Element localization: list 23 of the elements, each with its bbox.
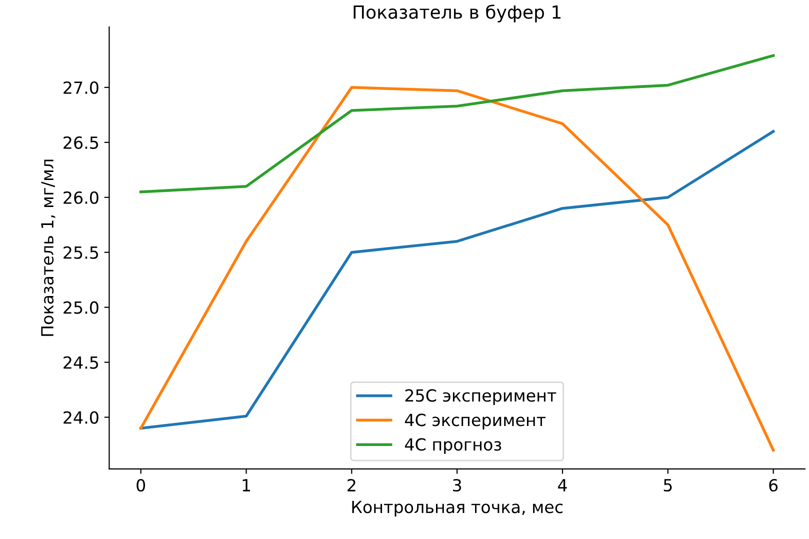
y-tick-label: 24.0 [64, 411, 98, 424]
y-tick-label: 27.0 [64, 81, 98, 94]
x-tick-label: 1 [242, 479, 250, 492]
y-tick-label: 24.5 [64, 356, 98, 369]
y-axis-title: Показатель 1, мг/мл [41, 160, 56, 336]
x-tick-label: 0 [136, 478, 146, 492]
x-tick-label: 2 [348, 478, 356, 492]
legend-label: 4C прогноз [404, 438, 502, 454]
line-series [139, 86, 775, 452]
y-tick-label: 25.5 [64, 246, 98, 259]
line-series [139, 130, 775, 430]
x-axis-title: Контрольная точка, мес [352, 500, 563, 516]
chart-title: Показатель в буфер 1 [354, 4, 561, 22]
y-tick-label: 25.0 [64, 301, 98, 314]
line-series [139, 54, 775, 194]
legend-label: 4C эксперимент [404, 414, 546, 430]
y-tick-label: 26.5 [64, 136, 98, 149]
legend-label: 25C эксперимент [405, 389, 556, 406]
x-tick-label: 5 [664, 479, 672, 492]
x-tick-label: 4 [558, 479, 567, 492]
y-tick-label: 26.0 [64, 191, 98, 204]
x-tick-label: 3 [453, 478, 462, 492]
x-tick-label: 6 [769, 478, 778, 492]
